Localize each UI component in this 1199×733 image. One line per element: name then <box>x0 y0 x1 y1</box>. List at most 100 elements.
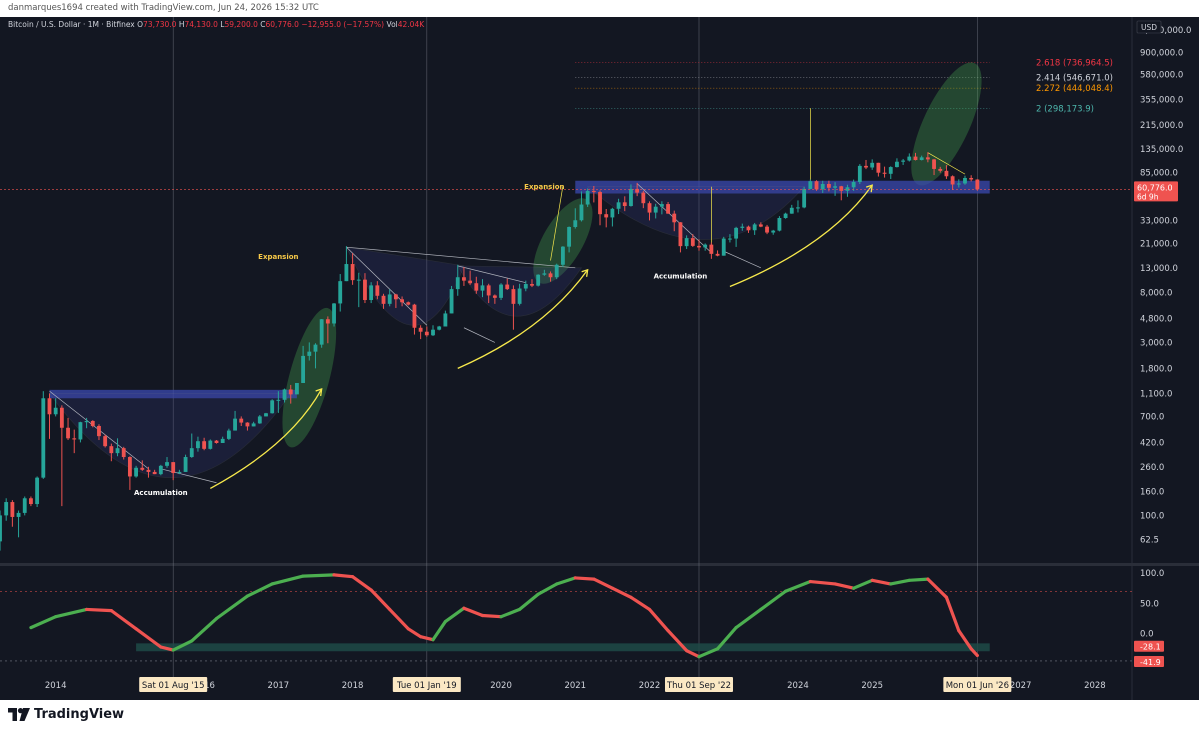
candle-body <box>449 289 454 314</box>
candle-body <box>857 165 862 183</box>
candle-body <box>264 413 268 417</box>
oscillator-tick-label: 100.0 <box>1140 569 1164 579</box>
candle-body <box>703 244 708 248</box>
downtrend-line <box>346 246 576 269</box>
oscillator-segment <box>301 573 336 578</box>
oscillator-segment <box>109 609 138 631</box>
annotation-label: Expansion <box>258 253 298 261</box>
oscillator-segment <box>870 578 893 586</box>
candle-body <box>0 515 2 542</box>
candle-body <box>802 188 807 208</box>
candle-body <box>672 213 677 223</box>
oscillator-segment <box>443 606 466 624</box>
tradingview-brand: TradingView <box>34 707 125 722</box>
candle-body <box>560 246 565 265</box>
candle-body <box>400 299 404 303</box>
candle-body <box>647 203 652 213</box>
oscillator-segment <box>350 575 373 592</box>
candle-body <box>839 186 844 191</box>
open-label: O <box>137 20 144 29</box>
candle-body <box>666 204 670 214</box>
oscillator-segment <box>833 582 856 590</box>
candle-body <box>78 422 83 440</box>
candle-body <box>728 238 732 240</box>
candle-body <box>381 295 386 304</box>
candle-body <box>598 191 602 215</box>
candle-body <box>963 177 967 184</box>
price-tick-label: 1,100.0 <box>1140 389 1172 399</box>
candle-body <box>152 471 157 475</box>
candle-body <box>257 416 262 424</box>
high-value: 74,130.0 <box>184 20 218 29</box>
price-chart[interactable]: 2.618 (736,964.5) 2.414 (546,671.0)2.272 … <box>0 17 1199 700</box>
chart-panel[interactable]: 2.618 (736,964.5) 2.414 (546,671.0) 2.272 … <box>0 17 1199 700</box>
oscillator-value: -41.9 <box>1140 658 1161 667</box>
symbol-name: Bitcoin / U.S. Dollar · 1M · Bitfinex <box>8 20 135 29</box>
growth-arrow <box>457 269 589 369</box>
candle-body <box>29 498 33 505</box>
price-badge-value: 60,776.0 <box>1137 183 1173 192</box>
candle-body <box>66 427 70 439</box>
candle-body <box>721 238 726 256</box>
chart-credit: danmarques1694 created with TradingView.… <box>8 3 319 13</box>
change-value: −12,955.0 (−17.57%) <box>301 20 385 29</box>
candle-body <box>189 448 194 458</box>
candle-body <box>134 467 139 477</box>
price-tick-label: 420.0 <box>1140 438 1164 448</box>
oscillator-tick-label: 50.0 <box>1140 599 1159 609</box>
candle-body <box>307 351 312 356</box>
tradingview-logo[interactable]: TradingView <box>8 707 124 722</box>
candle-body <box>709 244 714 254</box>
candle-body <box>406 302 411 305</box>
candle-body <box>678 222 683 247</box>
candle-body <box>740 226 745 228</box>
oscillator-segment <box>54 607 89 619</box>
oscillator-segment <box>926 577 949 599</box>
oscillator-segment <box>536 582 559 596</box>
candle-body <box>202 441 207 449</box>
candle-body <box>820 184 825 190</box>
candle-body <box>919 157 924 161</box>
oscillator-segment <box>406 627 423 639</box>
candle-body <box>573 220 578 227</box>
candle-body <box>313 344 318 352</box>
candle-body <box>659 204 664 207</box>
currency-box <box>1136 20 1162 34</box>
candle-body <box>84 420 89 423</box>
candle-body <box>338 281 343 304</box>
oscillator-segment <box>907 577 930 582</box>
candle-body <box>808 181 813 189</box>
fib-level-label: 2.272 (444,048.4) <box>1036 84 1113 94</box>
candle-body <box>517 288 522 304</box>
candle-body <box>177 471 182 474</box>
candle-body <box>771 230 776 233</box>
oscillator-value-badge <box>1134 640 1164 652</box>
oscillator-segment <box>647 607 670 633</box>
candle-body <box>103 436 108 447</box>
candle-body <box>554 264 559 278</box>
candle-body <box>468 280 473 284</box>
price-tick-label: 700.0 <box>1140 412 1164 422</box>
oscillator-segment <box>419 635 435 642</box>
candle-body <box>684 238 689 247</box>
time-tick-label: 2018 <box>342 681 364 691</box>
candle-body <box>591 191 596 193</box>
candle-body <box>777 218 782 231</box>
price-tick-label: 160.0 <box>1140 487 1164 497</box>
date-marker-label: Sat 01 Aug '15 <box>142 681 205 691</box>
candle-body <box>752 224 757 231</box>
candle-body <box>975 179 980 190</box>
candle-body <box>220 438 225 444</box>
candle-body <box>523 284 528 289</box>
footer-bar: TradingView <box>0 700 1199 733</box>
downtrend-line <box>160 468 217 484</box>
annotation-label: Accumulation <box>654 273 708 281</box>
candle-body <box>629 188 633 207</box>
candle-body <box>938 168 943 171</box>
candle-body <box>140 467 145 470</box>
candle-body <box>758 224 763 227</box>
candle-body <box>59 407 64 428</box>
candle-body <box>851 182 856 188</box>
candle-body <box>418 327 423 332</box>
candle-body <box>171 462 176 474</box>
